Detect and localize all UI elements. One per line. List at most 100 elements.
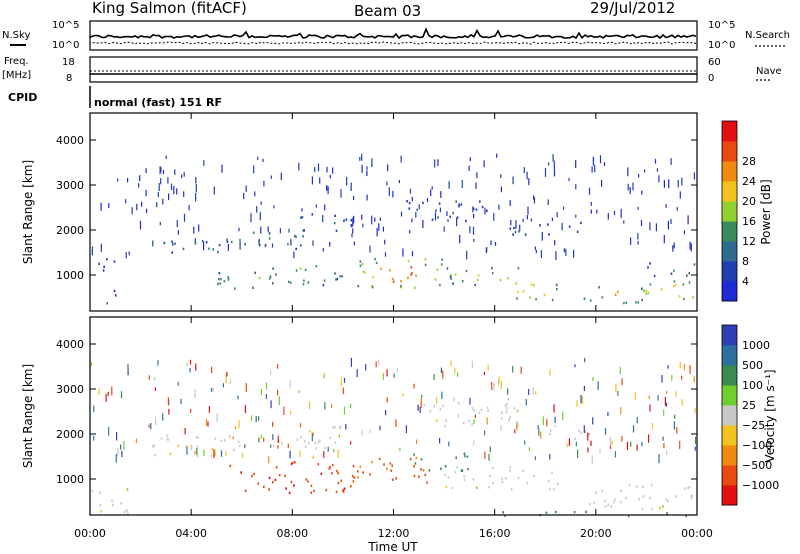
data-cell — [667, 500, 669, 503]
data-cell — [195, 177, 197, 184]
data-cell — [584, 357, 586, 363]
data-cell — [289, 281, 292, 284]
data-cell — [590, 209, 592, 214]
data-cell — [614, 293, 617, 296]
data-cell — [462, 421, 465, 425]
data-cell — [256, 206, 258, 213]
data-cell — [392, 190, 394, 198]
data-cell — [194, 238, 196, 243]
data-cell — [125, 252, 127, 259]
data-cell — [287, 280, 290, 284]
data-cell — [223, 280, 226, 283]
data-cell — [112, 503, 114, 507]
data-cell — [486, 406, 489, 409]
data-cell — [532, 387, 534, 395]
data-cell — [99, 491, 101, 494]
data-cell — [444, 465, 447, 468]
data-cell — [239, 239, 241, 242]
data-cell — [361, 164, 363, 173]
data-cell — [227, 276, 229, 279]
data-cell — [265, 382, 268, 390]
data-cell — [444, 473, 447, 477]
data-cell — [244, 444, 246, 449]
data-cell — [661, 375, 663, 383]
data-cell — [361, 214, 363, 220]
data-cell — [643, 289, 646, 293]
data-cell — [184, 427, 186, 435]
data-cell — [517, 267, 520, 270]
cpid-text: normal (fast) 151 RF — [94, 96, 222, 109]
data-cell — [295, 269, 298, 272]
data-cell — [307, 441, 310, 445]
data-cell — [469, 157, 471, 162]
data-cell — [668, 179, 670, 189]
data-cell — [513, 407, 516, 410]
data-cell — [287, 443, 289, 448]
data-cell — [98, 262, 100, 266]
data-cell — [512, 176, 514, 185]
data-cell — [148, 375, 150, 380]
data-cell — [239, 241, 241, 250]
data-cell — [679, 440, 681, 449]
data-cell — [641, 190, 643, 195]
data-cell — [414, 462, 417, 465]
data-cell — [637, 233, 639, 240]
data-cell — [177, 230, 179, 235]
data-cell — [494, 242, 497, 246]
data-cell — [299, 423, 302, 428]
data-cell — [106, 258, 108, 261]
data-cell — [493, 382, 495, 391]
data-cell — [645, 292, 647, 295]
y-tick-label: 3000 — [56, 383, 84, 396]
data-cell — [665, 204, 667, 208]
data-cell — [125, 199, 127, 204]
data-cell — [123, 510, 126, 513]
data-cell — [258, 276, 261, 280]
data-cell — [278, 474, 281, 477]
data-cell — [393, 373, 395, 378]
data-cell — [90, 362, 92, 366]
data-cell — [212, 248, 215, 251]
data-cell — [516, 422, 518, 431]
data-cell — [268, 456, 270, 464]
data-cell — [418, 475, 420, 478]
data-cell — [620, 208, 622, 218]
data-cell — [563, 248, 565, 253]
data-cell — [165, 155, 167, 159]
data-cell — [445, 419, 447, 422]
data-cell — [337, 472, 339, 475]
velocity-data — [90, 357, 697, 518]
data-cell — [551, 217, 553, 222]
colorbar-tick-label: 16 — [742, 215, 756, 228]
data-cell — [469, 226, 471, 234]
data-cell — [115, 453, 117, 463]
data-cell — [285, 487, 287, 490]
data-cell — [549, 429, 552, 432]
data-cell — [414, 286, 416, 289]
data-cell — [500, 174, 502, 179]
data-cell — [203, 449, 205, 457]
data-cell — [353, 241, 355, 246]
data-cell — [486, 209, 488, 212]
data-cell — [461, 469, 464, 472]
data-cell — [675, 391, 677, 397]
data-cell — [208, 406, 210, 413]
velocity-cbar-label: Velocity [m s⁻¹] — [763, 369, 777, 462]
data-cell — [314, 442, 317, 445]
data-cell — [457, 402, 460, 405]
data-cell — [386, 397, 388, 403]
data-cell — [364, 271, 366, 274]
data-cell — [154, 387, 156, 391]
data-cell — [317, 441, 320, 444]
data-cell — [154, 454, 156, 457]
data-cell — [320, 472, 323, 476]
data-cell — [552, 487, 555, 491]
data-cell — [259, 244, 261, 247]
data-cell — [675, 495, 677, 498]
data-cell — [681, 177, 683, 186]
data-cell — [428, 469, 431, 472]
data-cell — [287, 243, 289, 246]
data-cell — [371, 158, 373, 168]
data-cell — [510, 487, 513, 491]
data-cell — [257, 482, 260, 485]
